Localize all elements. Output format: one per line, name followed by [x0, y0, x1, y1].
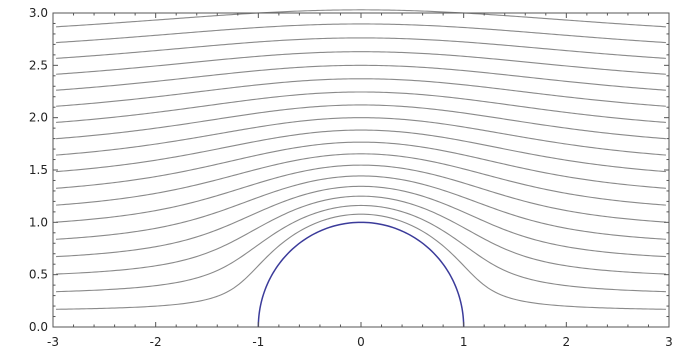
- streamline-0: [56, 213, 666, 310]
- streamline-12: [56, 78, 666, 107]
- y-tick-label: 1.0: [29, 215, 48, 229]
- streamline-17: [56, 9, 666, 28]
- streamline-5: [56, 164, 666, 223]
- streamline-1: [56, 204, 666, 293]
- streamline-7: [56, 141, 666, 189]
- streamline-13: [56, 64, 666, 91]
- x-tick-label: 1: [460, 335, 468, 349]
- x-tick-label: 3: [665, 335, 673, 349]
- y-axis: 0.0 0.5 1.0 1.5 2.0 2.5 3.0: [29, 6, 669, 334]
- streamline-6: [56, 153, 666, 206]
- streamline-9: [56, 117, 666, 156]
- obstacle-semicircle: [257, 221, 465, 328]
- y-tick-label: 0.0: [29, 320, 48, 334]
- streamline-2: [56, 195, 666, 275]
- streamline-14: [56, 51, 666, 75]
- streamline-10: [56, 104, 666, 140]
- x-axis: -3 -2 -1 0 1 2 3: [47, 13, 673, 349]
- y-tick-label: 2.0: [29, 111, 48, 125]
- streamlines-group: [56, 9, 666, 310]
- y-tick-label: 0.5: [29, 268, 48, 282]
- x-tick-label: -2: [150, 335, 162, 349]
- y-tick-label: 1.5: [29, 163, 48, 177]
- obstacle-group: [257, 221, 465, 328]
- y-tick-label: 3.0: [29, 6, 48, 20]
- streamline-4: [56, 175, 666, 240]
- x-tick-label: 2: [563, 335, 571, 349]
- x-tick-label: -1: [252, 335, 264, 349]
- y-tick-label: 2.5: [29, 58, 48, 72]
- x-tick-label: 0: [357, 335, 365, 349]
- x-tick-label: -3: [47, 335, 59, 349]
- streamline-11: [56, 91, 666, 123]
- streamline-16: [56, 23, 666, 44]
- streamline-3: [56, 185, 666, 258]
- streamline-15: [56, 37, 666, 59]
- streamline-8: [56, 129, 666, 173]
